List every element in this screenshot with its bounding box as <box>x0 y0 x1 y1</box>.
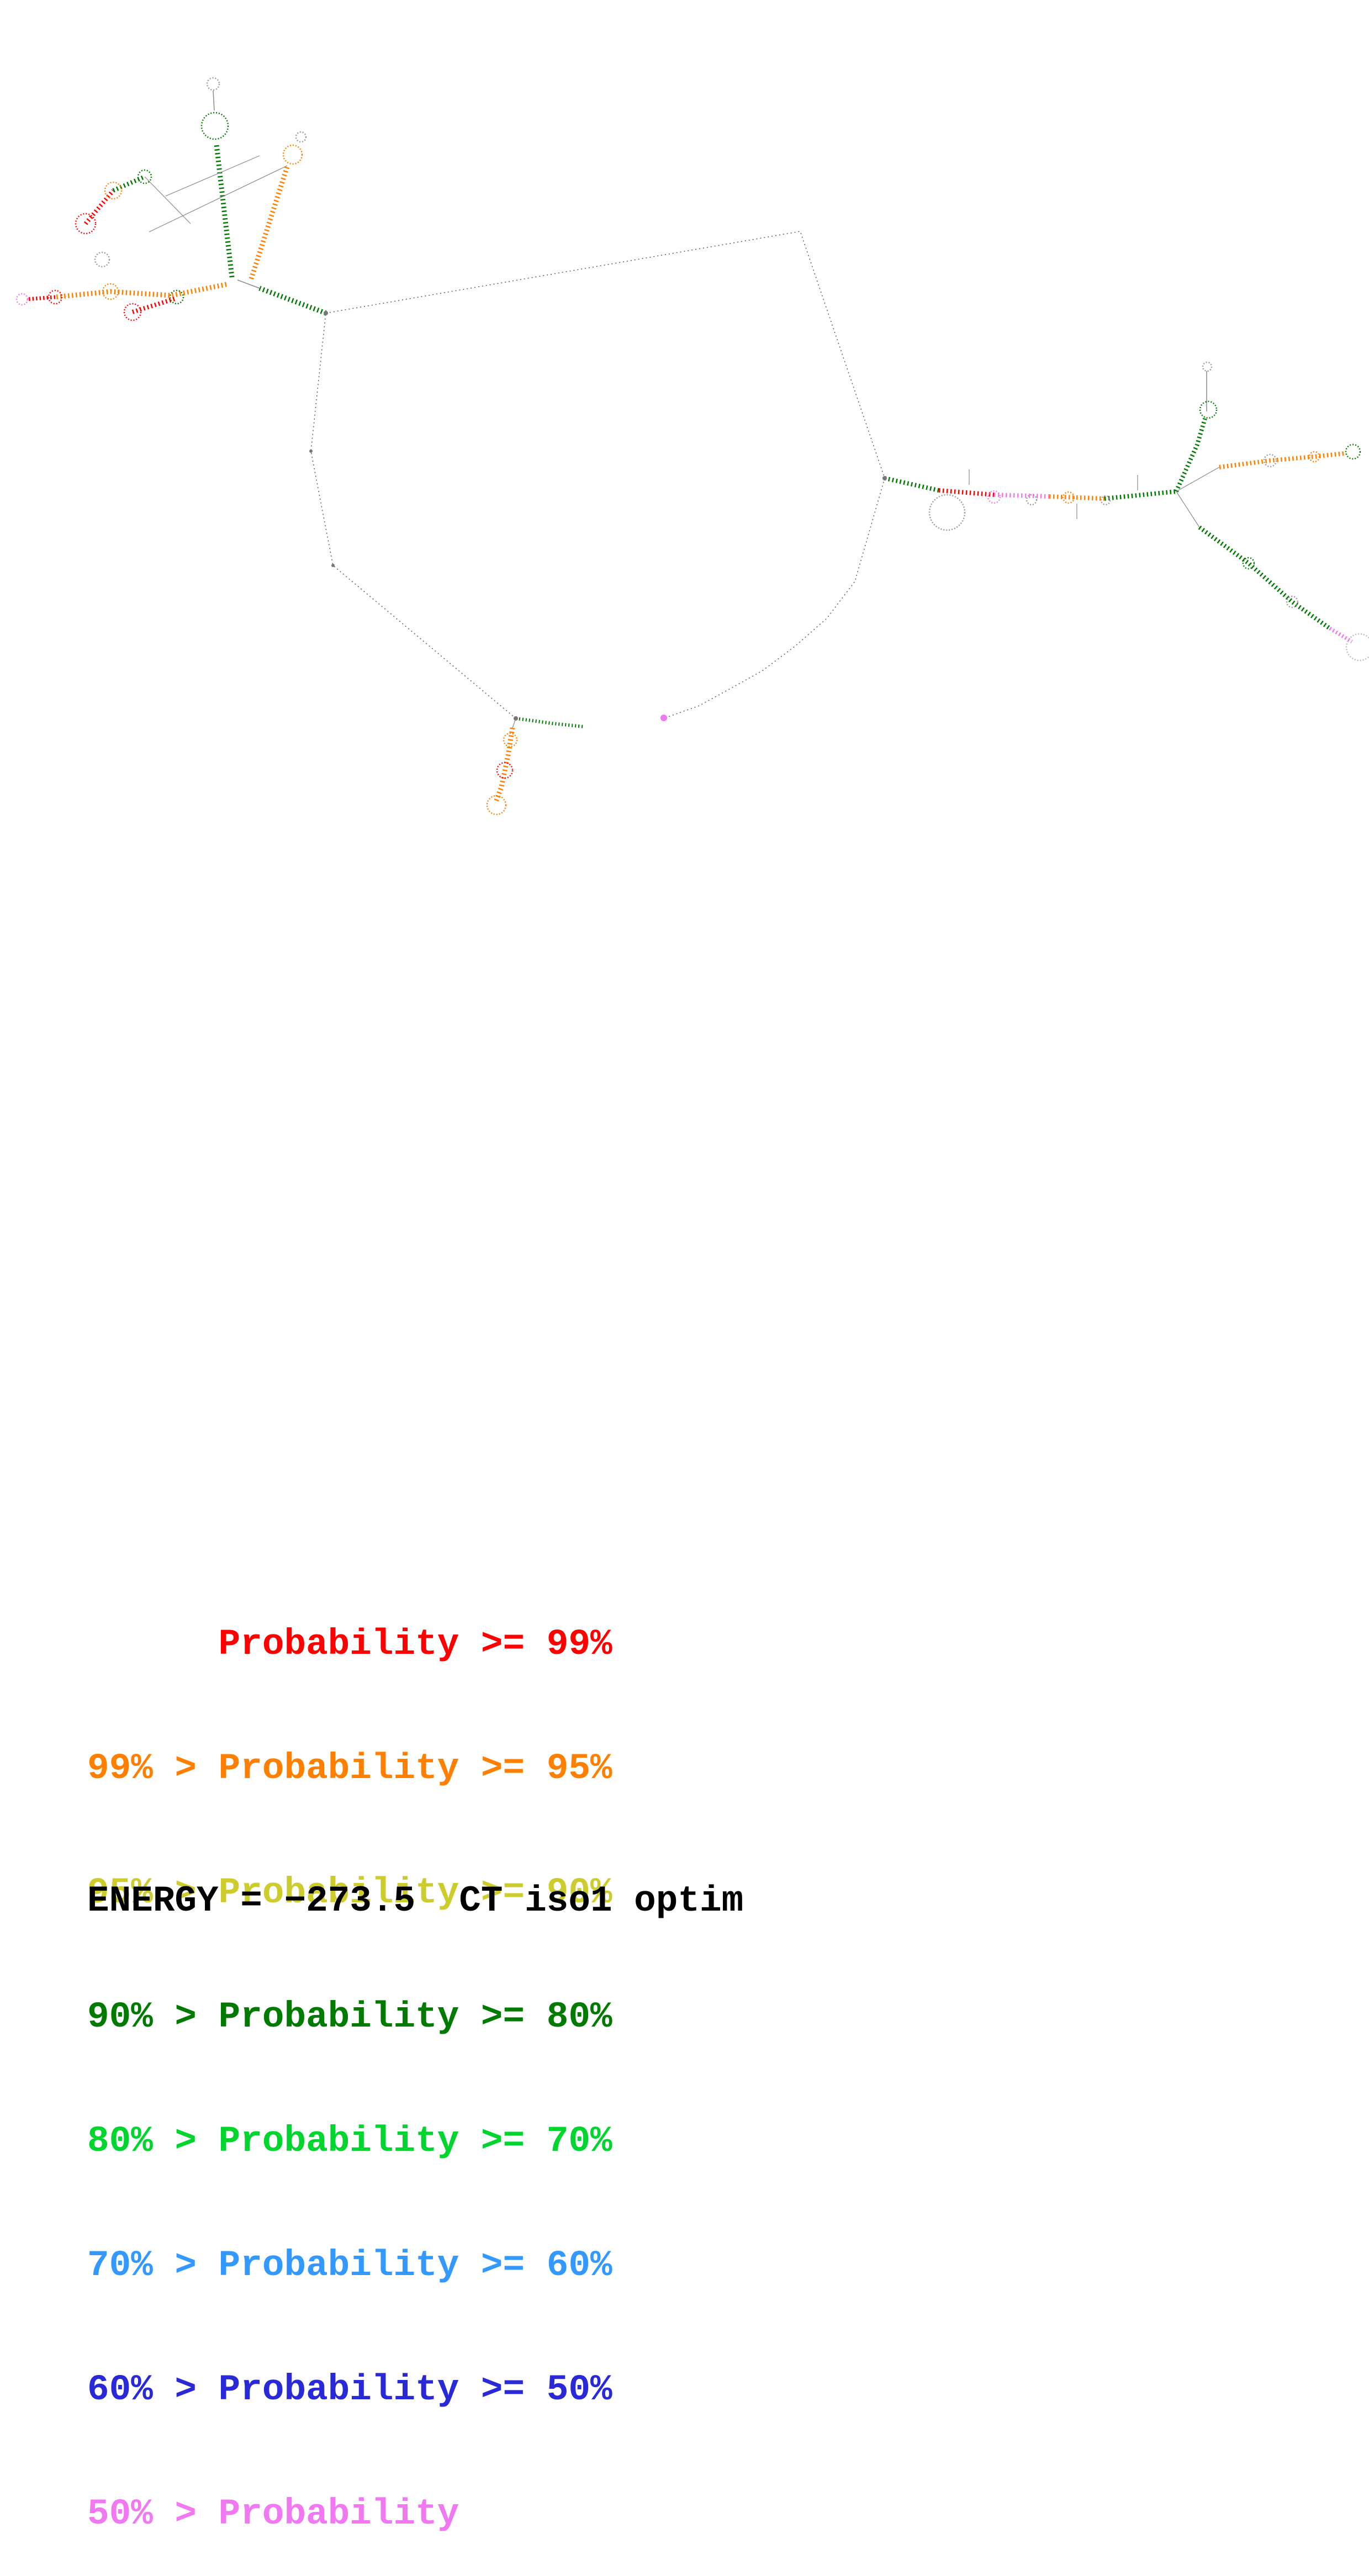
legend-row-prob-80: 90% > Probability >= 80% <box>87 1996 612 2038</box>
rna-structure-diagram <box>15 77 1369 816</box>
legend-row-prob-60: 70% > Probability >= 60% <box>87 2245 612 2286</box>
legend-row-prob-95: 99% > Probability >= 95% <box>87 1748 612 1789</box>
probability-legend: Probability >= 99% 99% > Probability >= … <box>87 1541 612 2576</box>
legend-row-prob-50: 60% > Probability >= 50% <box>87 2369 612 2410</box>
energy-label: ENERGY = −273.5 CT iso1 optim <box>87 1880 744 1922</box>
legend-row-prob-below-50: 50% > Probability <box>87 2493 459 2535</box>
legend-row-prob-99: Probability >= 99% <box>87 1623 612 1665</box>
legend-row-prob-70: 80% > Probability >= 70% <box>87 2120 612 2162</box>
legend-row-prob-90: 95% > Probability >= 90% <box>87 1872 612 1913</box>
